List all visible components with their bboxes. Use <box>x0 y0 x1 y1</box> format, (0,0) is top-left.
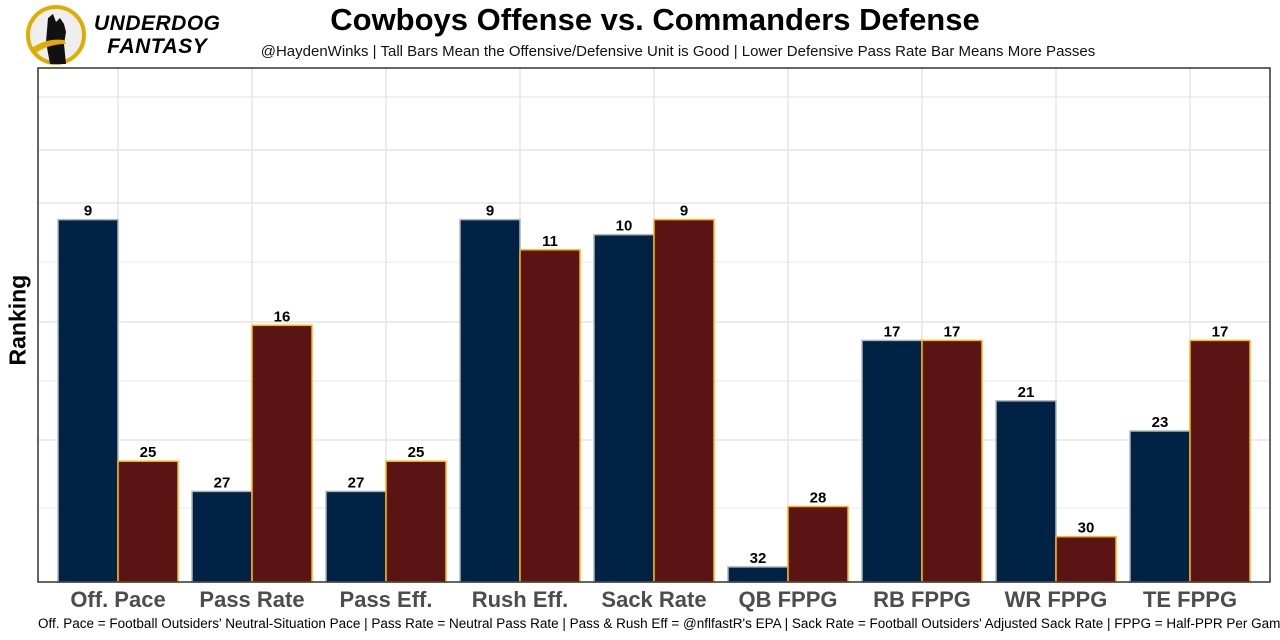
data-label: 10 <box>616 218 633 235</box>
x-tick-label: Off. Pace <box>70 587 165 612</box>
bar <box>1055 535 1117 583</box>
x-tick-label: WR FPPG <box>1005 587 1108 612</box>
chart-subtitle: @HaydenWinks | Tall Bars Mean the Offens… <box>260 43 1096 60</box>
data-label: 32 <box>750 550 767 567</box>
x-tick-label: Pass Rate <box>199 587 304 612</box>
x-tick-label: Pass Eff. <box>340 587 433 612</box>
plot-border <box>37 67 1271 583</box>
data-label: 21 <box>1018 384 1035 401</box>
x-tick-label: Rush Eff. <box>472 587 569 612</box>
chart-title: Cowboys Offense vs. Commanders Defense <box>330 2 980 37</box>
data-label: 27 <box>214 474 231 491</box>
bar <box>385 460 447 583</box>
bar <box>325 490 387 583</box>
bar <box>519 249 581 583</box>
data-label: 16 <box>274 308 291 325</box>
data-label: 9 <box>680 203 688 220</box>
data-label: 9 <box>486 203 494 220</box>
bar <box>861 339 923 583</box>
data-label: 25 <box>408 444 425 461</box>
x-tick-label: RB FPPG <box>873 587 971 612</box>
bar <box>459 218 521 583</box>
bar <box>653 218 715 583</box>
bar <box>57 218 119 583</box>
x-tick-label: TE FPPG <box>1143 587 1237 612</box>
data-label: 17 <box>884 323 901 340</box>
underdog-logo <box>26 4 88 71</box>
data-label: 17 <box>1212 323 1229 340</box>
x-tick-label: QB FPPG <box>738 587 837 612</box>
bar <box>251 324 313 583</box>
data-label: 17 <box>944 323 961 340</box>
data-label: 28 <box>810 490 827 507</box>
bar <box>593 233 655 583</box>
data-label: 30 <box>1078 520 1095 537</box>
bar <box>1189 339 1251 583</box>
data-label: 11 <box>542 233 558 250</box>
bar <box>921 339 983 583</box>
bar <box>995 400 1057 583</box>
bar <box>727 566 789 583</box>
data-label: 23 <box>1152 414 1169 431</box>
bar <box>787 505 849 583</box>
bar <box>1129 430 1191 583</box>
x-tick-label: Sack Rate <box>601 587 706 612</box>
bar <box>117 460 179 583</box>
data-label: 27 <box>348 474 365 491</box>
bar <box>191 490 253 583</box>
data-label: 25 <box>140 444 157 461</box>
logo-text: UNDERDOG FANTASY <box>94 12 221 58</box>
chart-caption: Off. Pace = Football Outsiders' Neutral-… <box>38 616 1280 631</box>
data-label: 9 <box>84 203 92 220</box>
